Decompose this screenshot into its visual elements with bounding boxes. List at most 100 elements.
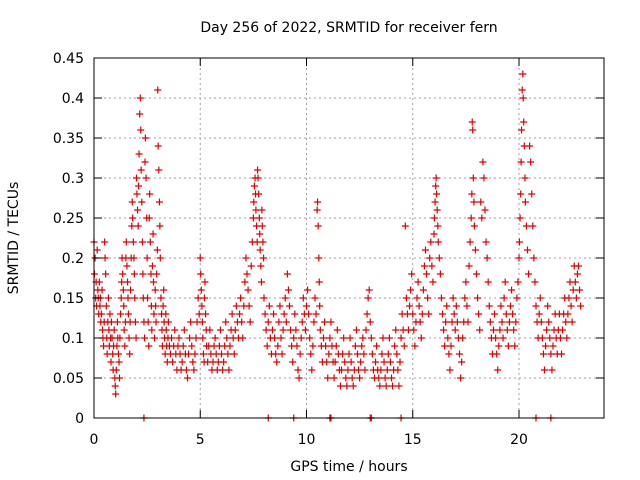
data-point [507, 302, 514, 310]
data-point [493, 350, 501, 358]
data-point [115, 358, 123, 366]
data-point [278, 350, 286, 358]
y-axis-label: SRMTID / TECUs [6, 182, 22, 295]
data-point [503, 326, 511, 334]
data-point [276, 302, 284, 310]
data-point [120, 302, 128, 310]
data-point [508, 286, 516, 294]
data-point [117, 310, 125, 318]
data-point [430, 214, 438, 222]
data-point [110, 326, 118, 334]
data-point [157, 294, 165, 302]
data-point [349, 382, 357, 390]
data-point [321, 318, 329, 326]
data-point [481, 206, 489, 214]
data-point [148, 262, 156, 270]
data-point [118, 278, 126, 286]
data-point [259, 238, 267, 246]
data-point [324, 374, 332, 382]
data-point [397, 334, 405, 342]
data-point [521, 198, 529, 206]
data-point [182, 366, 190, 374]
data-point [228, 310, 236, 318]
data-point [116, 334, 124, 342]
data-point [138, 198, 146, 206]
data-point [263, 342, 271, 350]
data-point [141, 134, 149, 142]
data-point [434, 238, 442, 246]
data-point [392, 326, 400, 334]
y-tick-label: 0.35 [53, 131, 84, 147]
data-point [517, 190, 525, 198]
data-point [315, 254, 323, 262]
data-point [286, 302, 293, 310]
data-point [391, 342, 399, 350]
data-point [262, 326, 270, 334]
data-point [393, 350, 401, 358]
data-point [305, 310, 313, 318]
data-point [458, 358, 466, 366]
data-point [256, 230, 264, 238]
data-point [463, 302, 471, 310]
data-point [407, 286, 415, 294]
data-point [137, 166, 145, 174]
data-point [473, 270, 480, 278]
data-point [277, 334, 285, 342]
data-point [559, 326, 567, 334]
data-point [457, 374, 465, 382]
data-point [440, 326, 448, 334]
data-point [479, 158, 487, 166]
data-point [505, 318, 513, 326]
data-point [134, 206, 142, 214]
data-point [423, 270, 431, 278]
data-point [565, 294, 573, 302]
data-point [443, 302, 451, 310]
data-point [99, 326, 106, 334]
data-point [518, 86, 526, 94]
data-point [121, 342, 129, 350]
data-point [269, 326, 276, 334]
data-point [225, 366, 233, 374]
data-point [381, 374, 389, 382]
data-point [410, 326, 418, 334]
data-point [428, 262, 436, 270]
data-point [124, 278, 132, 286]
data-point [145, 342, 153, 350]
data-point [394, 366, 402, 374]
data-point [498, 318, 506, 326]
data-point [449, 294, 457, 302]
data-point [145, 214, 153, 222]
y-tick-label: 0.2 [62, 251, 84, 267]
data-point [313, 206, 321, 214]
data-point [124, 294, 132, 302]
data-point [222, 318, 230, 326]
data-point [257, 278, 265, 286]
data-point [494, 366, 502, 374]
data-point [576, 286, 584, 294]
data-point [243, 270, 251, 278]
data-point [485, 302, 493, 310]
data-point [542, 342, 550, 350]
data-point [323, 358, 331, 366]
data-point [477, 198, 485, 206]
x-tick-label: 15 [404, 432, 422, 448]
data-point [197, 270, 205, 278]
x-tick-label: 20 [510, 432, 528, 448]
data-point [281, 294, 289, 302]
data-point [544, 302, 552, 310]
data-point [275, 318, 283, 326]
data-point [297, 334, 305, 342]
x-tick-label: 0 [90, 432, 99, 448]
data-point [150, 278, 157, 286]
data-point [415, 302, 423, 310]
data-point [135, 150, 143, 158]
data-point [155, 166, 163, 174]
data-point [419, 286, 427, 294]
data-point [408, 270, 416, 278]
data-point [470, 198, 478, 206]
data-point [241, 278, 249, 286]
data-point [186, 334, 194, 342]
data-point [156, 222, 164, 230]
data-point [106, 310, 114, 318]
data-point [511, 342, 519, 350]
